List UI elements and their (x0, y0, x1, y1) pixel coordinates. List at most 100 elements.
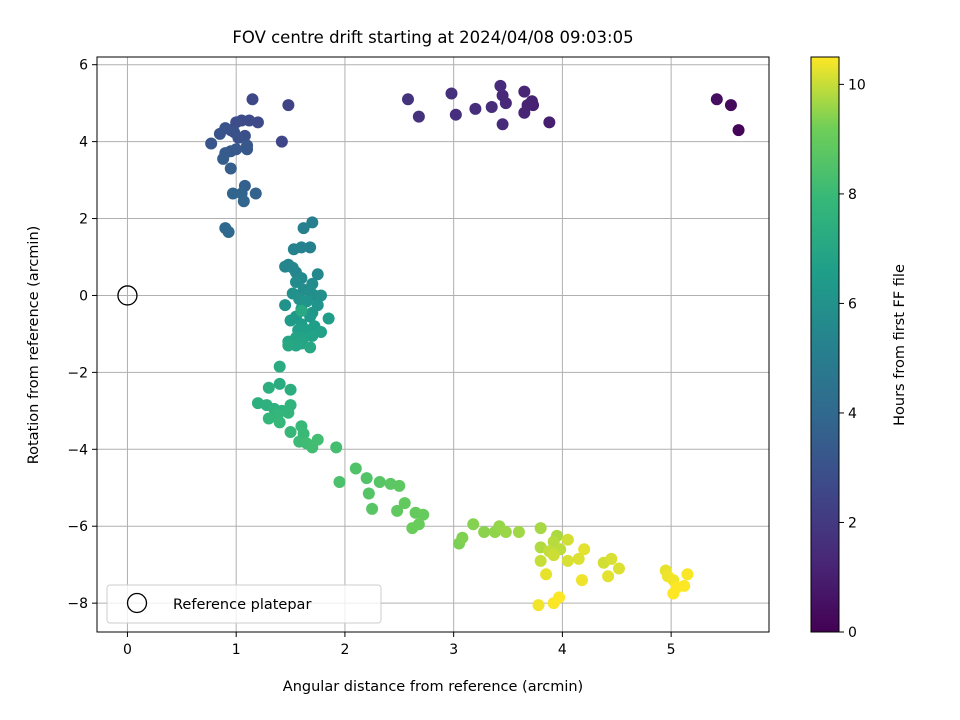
x-tick-label: 0 (123, 642, 132, 658)
y-tick-label: 4 (79, 135, 88, 151)
y-tick-label: 0 (79, 288, 88, 304)
data-point (456, 531, 469, 544)
y-tick-label: 2 (79, 212, 88, 228)
colorbar-tick-label: 8 (848, 187, 857, 203)
data-point (578, 543, 591, 556)
data-point (273, 360, 286, 373)
data-point (710, 93, 723, 106)
y-tick-label: −8 (67, 596, 88, 612)
data-point (286, 261, 299, 274)
data-point (732, 124, 745, 137)
x-tick-label: 4 (558, 642, 567, 658)
reference-platepar-marker (117, 285, 138, 306)
x-tick-label: 2 (340, 642, 349, 658)
colorbar-tick-label: 2 (848, 515, 857, 531)
data-point (284, 426, 297, 438)
y-axis-label: Rotation from reference (arcmin) (26, 226, 42, 465)
data-point (366, 502, 379, 515)
data-point (543, 116, 556, 129)
data-point (534, 522, 547, 535)
chart-title: FOV centre drift starting at 2024/04/08 … (232, 28, 633, 47)
data-point (241, 143, 254, 156)
data-point (304, 241, 317, 254)
data-point (575, 574, 588, 587)
colorbar-tick-label: 4 (848, 406, 857, 422)
data-point (262, 412, 275, 425)
colorbar: 0 2 4 6 8 10 Hours from first FF file (810, 56, 908, 641)
data-point (279, 299, 292, 312)
data-point (224, 162, 237, 175)
data-point (540, 568, 553, 581)
data-point (287, 243, 300, 256)
data-point (322, 312, 335, 325)
colorbar-gradient (810, 56, 840, 633)
data-point (602, 570, 615, 583)
data-point (512, 526, 525, 538)
colorbar-tick-label: 0 (848, 625, 857, 641)
data-point (469, 102, 482, 115)
data-point (282, 99, 295, 112)
data-point (398, 497, 411, 510)
data-point (485, 101, 498, 113)
data-point (547, 549, 560, 562)
data-point (391, 504, 404, 517)
data-point (311, 268, 324, 281)
data-point (532, 599, 545, 612)
x-axis-ticks: 0 1 2 3 4 5 (123, 632, 676, 658)
data-point (205, 137, 218, 150)
data-points (205, 79, 745, 612)
data-point (304, 341, 317, 354)
data-point (605, 552, 618, 565)
colorbar-label: Hours from first FF file (892, 264, 908, 426)
data-point (518, 106, 531, 119)
data-point (417, 508, 430, 521)
data-point (406, 522, 419, 535)
data-point (401, 93, 414, 106)
data-point (284, 383, 297, 396)
legend-box (106, 584, 382, 624)
data-point (306, 216, 319, 229)
data-point (499, 526, 512, 538)
legend-marker (126, 592, 148, 614)
data-point (315, 289, 327, 302)
data-point (612, 562, 625, 575)
data-point (237, 195, 250, 208)
data-point (284, 314, 297, 327)
data-point (360, 472, 373, 485)
data-point (282, 339, 295, 352)
colorbar-tick-label: 10 (848, 77, 866, 93)
data-point (496, 118, 509, 131)
data-point (213, 127, 226, 140)
data-point (295, 304, 308, 317)
colorbar-tick-label: 6 (848, 296, 857, 312)
data-point (561, 554, 574, 567)
data-point (333, 476, 346, 488)
plot-frame (96, 56, 770, 633)
x-tick-label: 3 (449, 642, 458, 658)
y-tick-label: 6 (79, 58, 88, 74)
data-point (262, 381, 275, 394)
colorbar-ticks: 0 2 4 6 8 10 (839, 77, 866, 641)
legend-label: Reference platepar (173, 597, 311, 613)
data-point (349, 462, 362, 475)
data-point (724, 99, 737, 112)
data-point (273, 416, 286, 429)
data-point (496, 89, 509, 102)
data-point (226, 187, 239, 200)
data-point (681, 568, 694, 581)
data-point (393, 479, 406, 492)
data-point (222, 226, 235, 238)
data-point (330, 441, 343, 454)
data-point (304, 310, 317, 323)
y-tick-label: −2 (67, 365, 88, 381)
data-point (572, 552, 585, 565)
grid (97, 57, 769, 632)
y-axis-ticks: −8 −6 −4 −2 0 2 4 6 (67, 58, 97, 612)
data-point (311, 433, 324, 446)
data-point (534, 554, 547, 567)
data-point (478, 526, 491, 538)
y-tick-label: −6 (67, 519, 88, 535)
x-tick-label: 1 (232, 642, 241, 658)
data-point (373, 476, 386, 488)
